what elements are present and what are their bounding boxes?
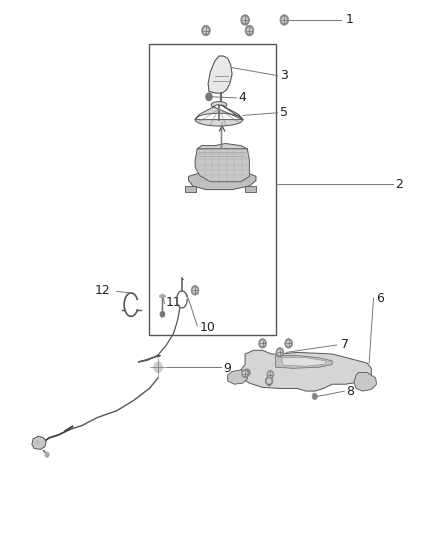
Polygon shape (241, 350, 371, 391)
Circle shape (244, 372, 247, 376)
Bar (245, 186, 255, 192)
Text: 2: 2 (395, 178, 403, 191)
Polygon shape (228, 370, 247, 384)
Circle shape (278, 350, 282, 355)
Polygon shape (32, 436, 46, 449)
Bar (149, 44, 276, 335)
Ellipse shape (222, 63, 228, 72)
Circle shape (160, 312, 165, 317)
Circle shape (280, 14, 289, 25)
Circle shape (265, 377, 272, 385)
Text: 12: 12 (95, 284, 111, 297)
Circle shape (261, 341, 265, 346)
Text: 11: 11 (166, 295, 182, 309)
Polygon shape (208, 56, 232, 93)
Polygon shape (195, 102, 243, 126)
Text: 10: 10 (199, 321, 215, 334)
Circle shape (154, 362, 162, 373)
Polygon shape (276, 356, 332, 368)
Circle shape (312, 393, 318, 400)
Circle shape (191, 286, 199, 295)
Text: 1: 1 (345, 13, 353, 27)
Circle shape (204, 28, 208, 33)
Circle shape (268, 373, 272, 377)
Circle shape (244, 369, 251, 376)
Circle shape (206, 93, 212, 101)
Polygon shape (195, 149, 250, 182)
Polygon shape (282, 358, 325, 366)
Text: 4: 4 (239, 91, 247, 104)
Circle shape (243, 17, 247, 22)
Circle shape (282, 17, 286, 22)
Circle shape (245, 25, 254, 36)
Circle shape (247, 28, 252, 33)
Polygon shape (354, 373, 377, 391)
Circle shape (267, 370, 274, 379)
Circle shape (241, 14, 250, 25)
Text: 5: 5 (280, 106, 288, 119)
Text: 8: 8 (346, 385, 354, 398)
Circle shape (36, 440, 39, 445)
Circle shape (258, 338, 266, 348)
Circle shape (285, 338, 293, 348)
Text: 3: 3 (280, 69, 288, 82)
Polygon shape (188, 174, 256, 190)
Circle shape (45, 452, 49, 457)
Text: 7: 7 (341, 338, 349, 351)
Ellipse shape (159, 295, 166, 298)
Polygon shape (197, 143, 247, 161)
Circle shape (201, 25, 210, 36)
Text: 9: 9 (223, 362, 231, 375)
Circle shape (287, 341, 290, 346)
Circle shape (276, 348, 284, 357)
Circle shape (242, 369, 249, 378)
Circle shape (193, 288, 197, 293)
Circle shape (267, 379, 271, 383)
Text: 6: 6 (376, 292, 384, 305)
Bar (185, 186, 196, 192)
